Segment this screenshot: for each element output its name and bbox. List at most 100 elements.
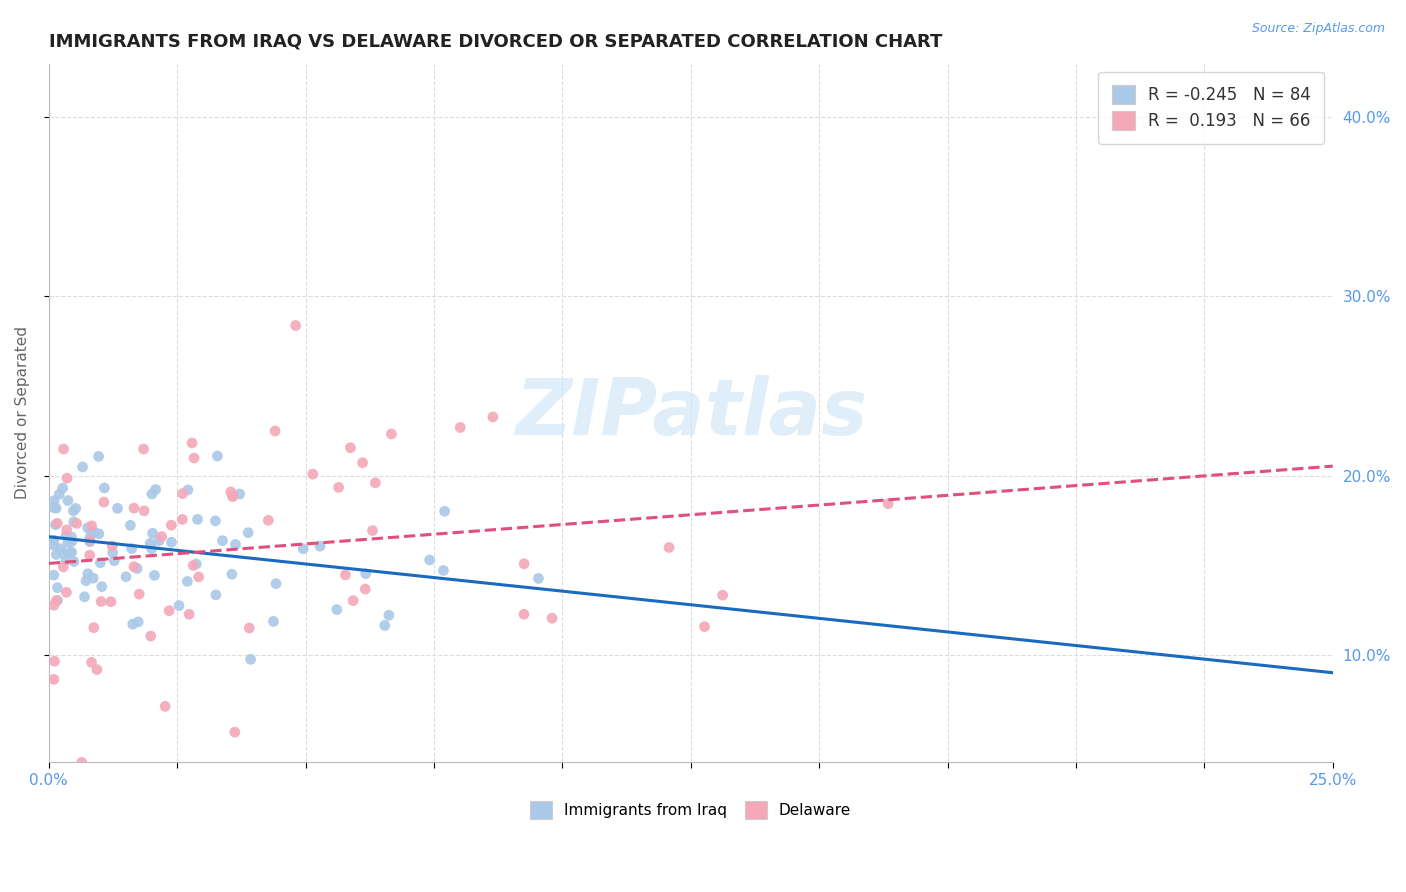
Point: [79, 532, 101, 546]
Point: [90, 594, 112, 608]
Point: [59, 546, 82, 560]
Point: [172, 486, 194, 500]
Point: [378, 608, 401, 623]
Point: [157, 604, 180, 618]
Point: [211, 533, 233, 548]
Point: [66, 516, 89, 531]
Point: [224, 725, 246, 739]
Point: [115, 570, 138, 584]
Text: IMMIGRANTS FROM IRAQ VS DELAWARE DIVORCED OR SEPARATED CORRELATION CHART: IMMIGRANTS FROM IRAQ VS DELAWARE DIVORCE…: [49, 33, 942, 51]
Point: [56, 493, 79, 508]
Point: [326, 602, 349, 616]
Point: [79, 534, 101, 549]
Point: [44, 517, 66, 532]
Point: [482, 409, 505, 424]
Point: [42, 538, 65, 552]
Point: [62, 504, 84, 518]
Point: [354, 566, 377, 581]
Point: [73, 590, 96, 604]
Point: [262, 615, 284, 629]
Point: [179, 607, 201, 622]
Point: [101, 539, 124, 553]
Point: [45, 548, 67, 562]
Point: [121, 617, 143, 632]
Point: [292, 541, 315, 556]
Point: [342, 593, 364, 607]
Point: [128, 587, 150, 601]
Point: [42, 533, 65, 548]
Point: [46, 516, 69, 531]
Point: [45, 501, 67, 516]
Point: [257, 513, 280, 527]
Point: [139, 629, 162, 643]
Point: [70, 756, 93, 770]
Point: [364, 475, 387, 490]
Point: [93, 495, 115, 509]
Point: [219, 484, 242, 499]
Point: [177, 483, 200, 497]
Point: [121, 541, 143, 556]
Point: [204, 514, 226, 528]
Point: [80, 524, 103, 539]
Point: [90, 580, 112, 594]
Point: [79, 533, 101, 548]
Point: [228, 487, 250, 501]
Point: [42, 598, 65, 612]
Point: [42, 568, 65, 582]
Point: [513, 557, 536, 571]
Point: [87, 526, 110, 541]
Point: [42, 673, 65, 687]
Point: [139, 536, 162, 550]
Point: [221, 490, 243, 504]
Point: [186, 512, 208, 526]
Point: [141, 487, 163, 501]
Point: [264, 576, 287, 591]
Point: [141, 541, 163, 556]
Y-axis label: Divorced or Separated: Divorced or Separated: [15, 326, 30, 500]
Point: [83, 525, 105, 540]
Point: [172, 512, 194, 526]
Point: [167, 599, 190, 613]
Point: [60, 545, 83, 559]
Point: [89, 556, 111, 570]
Point: [380, 427, 402, 442]
Point: [513, 607, 536, 622]
Point: [48, 487, 70, 501]
Point: [127, 615, 149, 629]
Point: [221, 567, 243, 582]
Point: [49, 541, 72, 556]
Text: Source: ZipAtlas.com: Source: ZipAtlas.com: [1251, 22, 1385, 36]
Point: [75, 574, 97, 588]
Point: [222, 489, 245, 503]
Point: [80, 656, 103, 670]
Point: [183, 450, 205, 465]
Point: [101, 546, 124, 560]
Point: [239, 652, 262, 666]
Point: [46, 581, 69, 595]
Point: [419, 553, 441, 567]
Point: [527, 571, 550, 585]
Point: [176, 574, 198, 589]
Point: [238, 621, 260, 635]
Point: [301, 467, 323, 482]
Point: [52, 481, 75, 495]
Point: [160, 518, 183, 533]
Point: [82, 571, 104, 585]
Point: [181, 436, 204, 450]
Point: [52, 546, 75, 560]
Point: [56, 536, 79, 550]
Point: [72, 460, 94, 475]
Point: [100, 595, 122, 609]
Point: [160, 535, 183, 549]
Point: [354, 582, 377, 596]
Point: [658, 541, 681, 555]
Point: [55, 523, 77, 537]
Point: [693, 620, 716, 634]
Point: [80, 518, 103, 533]
Text: ZIPatlas: ZIPatlas: [515, 375, 868, 451]
Point: [449, 420, 471, 434]
Point: [87, 450, 110, 464]
Point: [711, 588, 734, 602]
Point: [181, 558, 204, 573]
Point: [55, 585, 77, 599]
